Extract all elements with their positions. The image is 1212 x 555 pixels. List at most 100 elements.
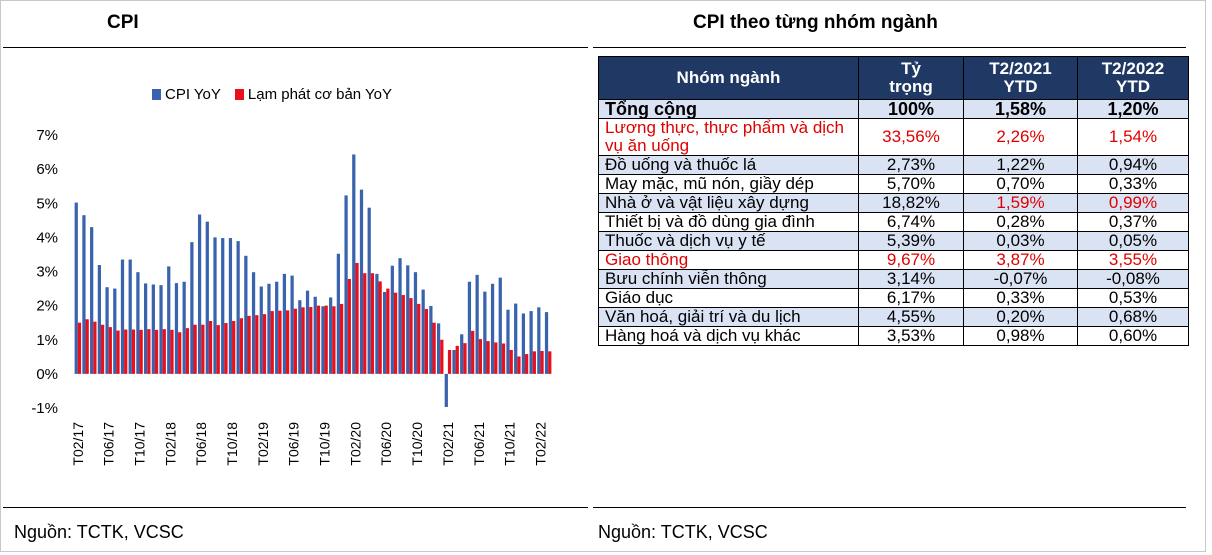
x-tick-label: T10/19	[317, 422, 333, 466]
group-name-cell: Hàng hoá và dịch vụ khác	[598, 326, 859, 346]
value-cell: 0,28%	[963, 212, 1078, 232]
value-cell: 100%	[858, 99, 964, 119]
cpi-bar	[167, 266, 171, 374]
value-cell: 18,82%	[858, 193, 964, 213]
cpi-bar	[359, 189, 364, 374]
table-row: Lương thực, thực phẩm và dịch vụ ăn uống…	[598, 118, 1189, 156]
cpi-bar	[537, 307, 541, 374]
value-cell: 1,22%	[963, 155, 1078, 175]
core-inflation-bar	[409, 298, 413, 374]
table-header-cell: T2/2022 YTD	[1077, 56, 1189, 100]
core-inflation-bar	[386, 288, 390, 374]
group-name-cell: Văn hoá, giải trí và du lịch	[598, 307, 859, 327]
cpi-bar	[383, 291, 387, 374]
cpi-bar	[529, 311, 533, 374]
core-inflation-bar	[332, 306, 336, 374]
cpi-bar	[290, 275, 294, 374]
core-inflation-bar	[147, 329, 151, 374]
core-inflation-bar	[170, 329, 174, 374]
cpi-bar	[244, 255, 248, 374]
value-cell: 33,56%	[858, 118, 964, 156]
header-text: Nhóm ngành	[676, 68, 781, 87]
core-inflation-bar	[401, 295, 405, 374]
value-cell: 3,87%	[963, 250, 1078, 270]
x-tick-label: T10/20	[409, 422, 425, 466]
core-inflation-bar	[131, 329, 136, 374]
x-tick-label: T06/21	[471, 422, 487, 466]
cpi-bar	[544, 312, 549, 374]
table-row: Giáo dục 6,17% 0,33% 0,53%	[598, 288, 1189, 308]
core-inflation-bar	[239, 318, 243, 374]
header-text: Tỷ	[901, 59, 921, 78]
cpi-bar	[506, 309, 510, 374]
core-inflation-bar	[232, 320, 236, 374]
core-inflation-bar	[224, 323, 228, 374]
core-inflation-bar	[193, 324, 197, 374]
core-inflation-bar	[301, 307, 305, 374]
value-cell: 6,17%	[858, 288, 964, 308]
cpi-bar	[151, 284, 155, 374]
cpi-bar	[521, 313, 526, 374]
cpi-bar	[74, 202, 78, 374]
legend-label-core: Lạm phát cơ bản YoY	[247, 86, 393, 103]
x-tick-label: T02/18	[162, 422, 178, 466]
value-cell: 0,98%	[963, 326, 1078, 346]
cpi-bar	[128, 259, 132, 374]
cpi-bar	[221, 238, 225, 374]
x-tick-label: T02/22	[532, 422, 548, 466]
core-inflation-bar	[247, 315, 251, 374]
x-tick-label: T10/17	[132, 422, 148, 466]
legend-item-core: Lạm phát cơ bản YoY	[234, 86, 393, 103]
cpi-bar	[321, 306, 325, 374]
y-tick-label: 3%	[36, 264, 58, 281]
table-row: Tổng cộng 100% 1,58% 1,20%	[598, 99, 1189, 119]
cpi-bar	[390, 265, 394, 374]
group-name-cell: Giao thông	[598, 250, 859, 270]
value-cell: 1,20%	[1077, 99, 1189, 119]
core-inflation-bar	[162, 329, 166, 374]
core-inflation-bar	[124, 329, 128, 374]
y-tick-label: 6%	[36, 161, 58, 178]
table-row: Thiết bị và đồ dùng gia đình 6,74% 0,28% 0,…	[598, 212, 1189, 232]
value-cell: 3,55%	[1077, 250, 1189, 270]
group-name-cell: Bưu chính viễn thông	[598, 269, 859, 289]
value-cell: -0,08%	[1077, 269, 1189, 289]
core-inflation-bar	[100, 324, 105, 374]
value-cell: 0,68%	[1077, 307, 1189, 327]
value-cell: 5,70%	[858, 174, 964, 194]
cpi-bar	[313, 296, 317, 374]
x-tick-label: T06/18	[193, 422, 209, 466]
source-divider-right	[593, 507, 1186, 508]
core-inflation-bar	[108, 327, 112, 374]
cpi-bar	[90, 227, 94, 374]
group-name-cell: Thiết bị và đồ dùng gia đình	[598, 212, 859, 232]
value-cell: 1,54%	[1077, 118, 1189, 156]
core-inflation-bar	[440, 339, 444, 374]
cpi-bar	[352, 154, 356, 374]
y-tick-label: -1%	[31, 400, 58, 417]
table-header-cell: Tỷ trọng	[858, 56, 964, 100]
chart-title: CPI	[107, 12, 139, 33]
core-inflation-bar	[216, 325, 220, 374]
core-inflation-bar	[540, 351, 544, 374]
value-cell: 0,94%	[1077, 155, 1189, 175]
core-inflation-bar	[548, 351, 552, 374]
table-row: Bưu chính viễn thông 3,14% -0,07% -0,08%	[598, 269, 1189, 289]
legend-swatch-cpi	[152, 89, 161, 100]
cpi-bar	[251, 272, 256, 374]
cpi-bar	[406, 265, 410, 374]
table-row: Văn hoá, giải trí và du lịch 4,55% 0,20% 0,…	[598, 307, 1189, 327]
x-tick-label: T02/21	[440, 422, 456, 466]
core-inflation-bar	[139, 329, 143, 374]
source-divider-left	[3, 507, 588, 508]
cpi-bar	[213, 237, 217, 374]
value-cell: 0,60%	[1077, 326, 1189, 346]
table-row: Giao thông 9,67% 3,87% 3,55%	[598, 250, 1189, 270]
value-cell: 2,73%	[858, 155, 964, 175]
group-name-cell: Giáo dục	[598, 288, 859, 308]
cpi-bar	[367, 207, 371, 374]
value-cell: 0,33%	[1077, 174, 1189, 194]
y-tick-label: 1%	[36, 332, 58, 349]
legend-item-cpi: CPI YoY	[152, 86, 221, 103]
cpi-bar	[97, 265, 101, 374]
